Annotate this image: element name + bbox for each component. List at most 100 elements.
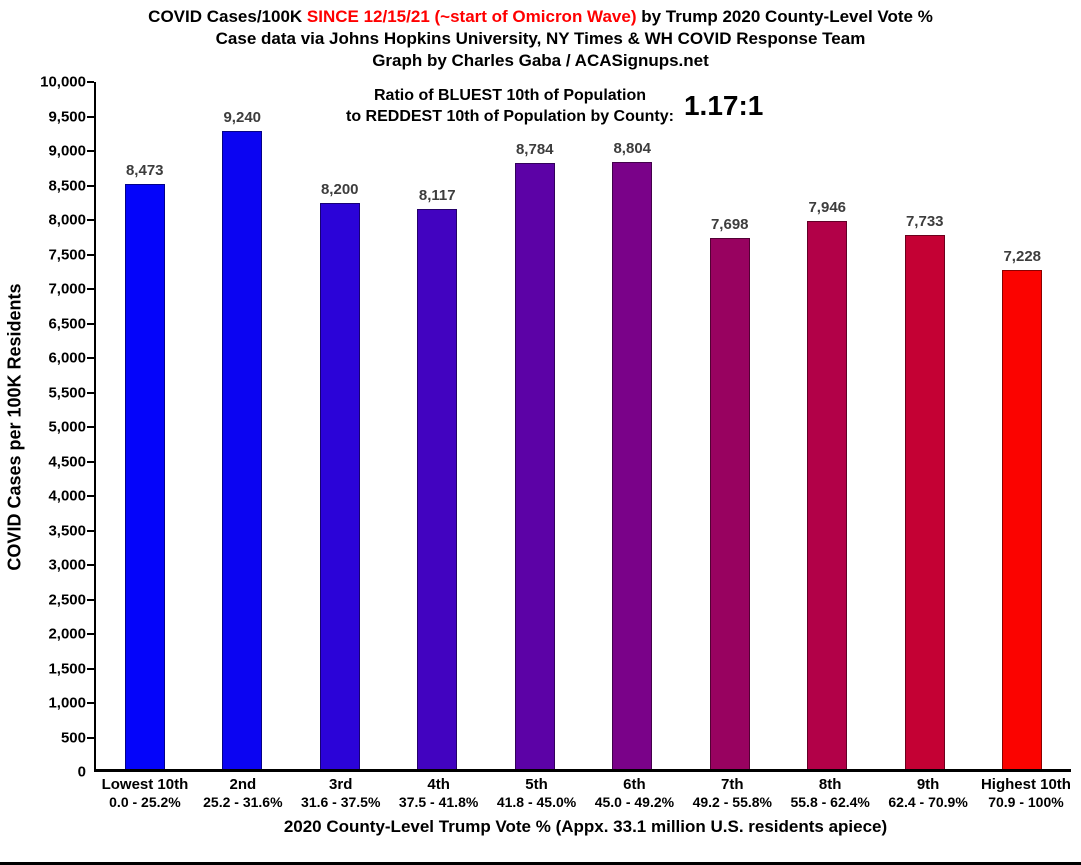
chart-titles: COVID Cases/100K SINCE 12/15/21 (~start … — [0, 0, 1081, 72]
bar-value-label: 7,733 — [905, 213, 944, 231]
x-category-range: 62.4 - 70.9% — [888, 794, 968, 810]
x-category-label: 2nd — [229, 776, 257, 793]
y-tick-label: 5,500 — [48, 384, 86, 401]
ratio-annotation-line-2: to REDDEST 10th of Population by County: — [346, 108, 674, 125]
bar-value-label: 8,200 — [320, 181, 359, 199]
title-line-1: COVID Cases/100K SINCE 12/15/21 (~start … — [0, 6, 1081, 28]
bar — [514, 162, 555, 769]
y-tick-label: 10,000 — [40, 73, 86, 91]
x-category: 9th 62.4 - 70.9% — [879, 776, 977, 811]
bar-value-label: 7,698 — [710, 215, 749, 233]
y-tick-mark — [87, 426, 94, 428]
y-tick-mark — [87, 322, 94, 325]
bar-slot: 9,240 — [194, 82, 292, 769]
y-tick-label: 7,000 — [48, 280, 86, 298]
x-category: 7th 49.2 - 55.8% — [683, 776, 781, 811]
x-axis-labels: Lowest 10th 0.0 - 25.2% 2nd 25.2 - 31.6% 3rd… — [96, 776, 1075, 811]
y-tick-label: 0 — [77, 763, 86, 781]
x-category-range: 31.6 - 37.5% — [301, 794, 381, 810]
y-tick-label: 1,500 — [48, 660, 86, 677]
bar-slot: 8,784 — [486, 82, 584, 769]
title-prefix: COVID Cases/100K — [148, 7, 307, 26]
x-category: 5th 41.8 - 45.0% — [488, 776, 586, 811]
bar — [124, 184, 165, 769]
x-category-range: 37.5 - 41.8% — [398, 794, 479, 810]
x-category-label: Highest 10th — [980, 776, 1071, 793]
y-tick-mark — [87, 736, 94, 739]
y-tick-mark — [87, 219, 94, 221]
y-tick-mark — [87, 702, 94, 704]
y-tick-mark — [87, 288, 94, 290]
title-suffix: by Trump 2020 County-Level Vote % — [636, 7, 933, 26]
y-tick-label: 9,500 — [48, 108, 86, 125]
bar-value-label: 8,804 — [613, 139, 652, 157]
y-tick-label: 8,000 — [48, 211, 86, 229]
y-tick-label: 2,000 — [48, 625, 86, 643]
bar-value-label: 9,240 — [223, 109, 262, 127]
bar — [319, 203, 360, 769]
ratio-annotation: Ratio of BLUEST 10th of Population to RE… — [346, 85, 763, 127]
y-tick-mark — [87, 460, 94, 463]
bar — [1002, 270, 1043, 769]
x-category-range: 41.8 - 45.0% — [496, 794, 577, 810]
bar-slot: 8,200 — [291, 82, 389, 769]
y-axis-ticks: 0 500 1,000 1,500 2,000 2,500 3,000 3,500 4,000 4… — [30, 74, 94, 781]
x-category-label: 6th — [623, 776, 646, 793]
bar-value-label: 7,946 — [808, 198, 847, 216]
y-tick-mark — [87, 184, 94, 187]
x-category: 2nd 25.2 - 31.6% — [194, 776, 292, 811]
bar — [709, 237, 750, 769]
bar-slot: 8,117 — [389, 82, 487, 769]
y-tick-label: 4,000 — [48, 487, 86, 505]
bar-value-label: 8,117 — [418, 186, 456, 204]
bar-slot: 7,733 — [876, 82, 974, 769]
y-tick-label: 6,000 — [48, 349, 86, 367]
bar-slot: 7,228 — [974, 82, 1072, 769]
x-category-range: 55.8 - 62.4% — [790, 794, 870, 810]
y-tick-mark — [87, 115, 94, 118]
y-axis-label-column: COVID Cases per 100K Residents — [0, 82, 30, 772]
x-category: 6th 45.0 - 49.2% — [585, 776, 683, 811]
title-credit: Graph by Charles Gaba / ACASignups.net — [372, 51, 709, 70]
bar — [612, 161, 653, 769]
y-tick-mark — [87, 564, 94, 566]
x-category-label: 8th — [818, 776, 842, 793]
x-category: Lowest 10th 0.0 - 25.2% — [96, 776, 194, 811]
y-tick-label: 1,000 — [48, 694, 86, 712]
y-tick-label: 500 — [60, 729, 86, 746]
y-tick-mark — [87, 495, 94, 497]
bar — [904, 235, 945, 769]
x-category-range: 49.2 - 55.8% — [692, 794, 772, 810]
x-category: 4th 37.5 - 41.8% — [390, 776, 488, 811]
y-tick-mark — [87, 529, 94, 532]
y-tick-mark — [87, 357, 94, 359]
y-tick-label: 6,500 — [48, 315, 86, 332]
y-axis-label: COVID Cases per 100K Residents — [4, 283, 25, 571]
bar-value-label: 7,228 — [1003, 248, 1042, 266]
ratio-value: 1.17:1 — [683, 90, 764, 121]
chart-area: COVID Cases per 100K Residents 0 500 1,000… — [0, 74, 1081, 781]
x-category-label: 9th — [916, 776, 940, 793]
x-category-range: 45.0 - 49.2% — [594, 794, 675, 810]
y-tick-mark — [87, 667, 94, 670]
ratio-annotation-text: Ratio of BLUEST 10th of Population to RE… — [346, 85, 674, 127]
x-category-label: 5th — [525, 776, 548, 793]
y-tick-label: 3,000 — [48, 556, 86, 574]
y-tick-mark — [87, 150, 94, 152]
x-category-label: 3rd — [329, 776, 353, 793]
x-category-label: 7th — [721, 776, 744, 793]
y-tick-mark — [87, 598, 94, 601]
bars-container: 8,473 9,240 8,200 8,117 8,784 8,804 7,698 7,946… — [96, 82, 1071, 769]
bar-value-label: 8,473 — [125, 162, 164, 180]
plot-area: Ratio of BLUEST 10th of Population to RE… — [87, 81, 1071, 772]
y-tick-label: 7,500 — [48, 246, 86, 263]
x-category-range: 0.0 - 25.2% — [109, 794, 181, 810]
x-category-range: 70.9 - 100% — [988, 794, 1064, 810]
ratio-annotation-line-1: Ratio of BLUEST 10th of Population — [374, 87, 646, 104]
y-tick-label: 3,500 — [48, 522, 86, 539]
y-tick-label: 5,000 — [48, 418, 86, 436]
y-tick-mark — [87, 391, 94, 394]
x-axis-title: 2020 County-Level Trump Vote % (Appx. 33… — [283, 817, 888, 836]
bar-slot: 7,698 — [681, 82, 779, 769]
